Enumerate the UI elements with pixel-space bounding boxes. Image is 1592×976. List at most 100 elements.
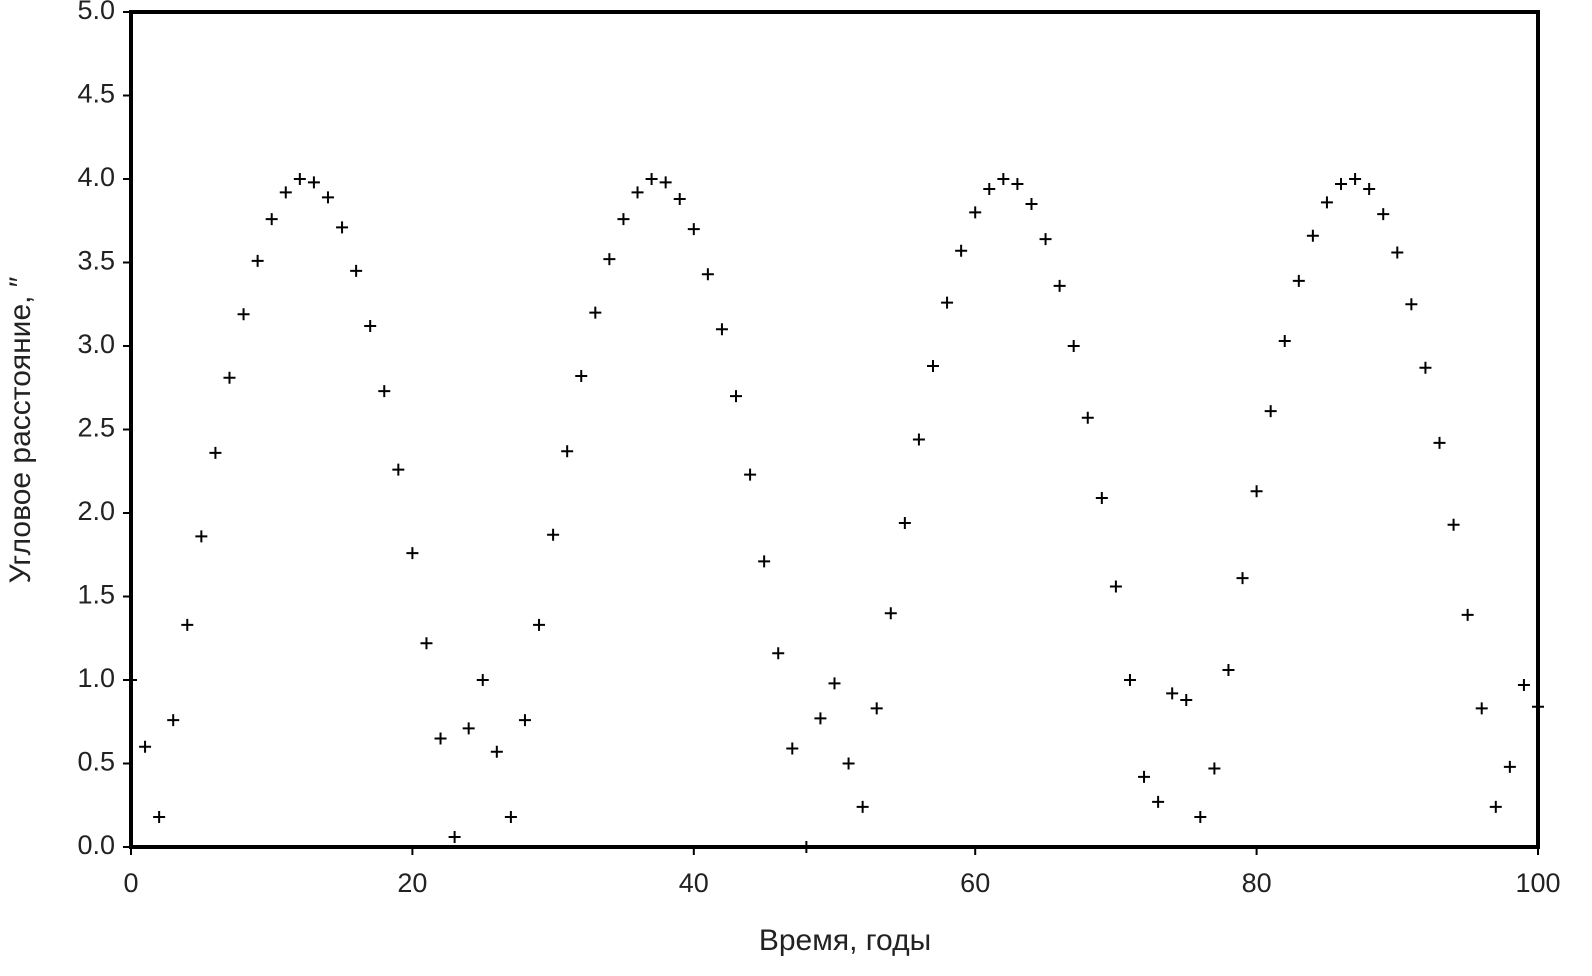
data-point	[955, 244, 968, 257]
data-point	[673, 193, 686, 206]
data-point	[730, 390, 743, 403]
data-point	[504, 810, 517, 823]
data-point	[1208, 762, 1221, 775]
data-point	[406, 547, 419, 560]
data-point	[575, 370, 588, 383]
data-point	[392, 463, 405, 476]
data-point	[715, 323, 728, 336]
data-point	[842, 757, 855, 770]
data-point	[1152, 795, 1165, 808]
data-point	[125, 674, 137, 686]
x-tick-label: 20	[397, 868, 427, 898]
data-point	[1306, 229, 1319, 242]
data-point	[1109, 580, 1122, 593]
data-point	[1123, 674, 1136, 686]
data-point	[321, 191, 334, 204]
data-point	[1349, 173, 1362, 185]
data-point	[364, 319, 377, 332]
data-point	[701, 268, 714, 281]
y-tick-label: 1.0	[77, 663, 115, 693]
data-point	[786, 742, 799, 755]
data-point	[1461, 608, 1474, 621]
data-point	[293, 173, 306, 185]
data-point	[561, 445, 574, 458]
data-point	[139, 740, 152, 753]
data-point	[1095, 491, 1108, 504]
data-point	[1138, 770, 1151, 783]
data-point	[420, 637, 433, 650]
data-point	[153, 810, 166, 823]
data-point	[1447, 518, 1460, 531]
data-point	[1264, 405, 1277, 418]
data-point	[1475, 702, 1488, 715]
data-point	[1391, 246, 1404, 259]
data-point	[1320, 196, 1333, 209]
data-point	[1335, 178, 1348, 191]
y-tick-label: 4.0	[77, 162, 115, 192]
x-axis-label: Время, годы	[759, 924, 931, 957]
data-point	[941, 296, 954, 309]
data-point	[589, 306, 602, 319]
data-point	[223, 371, 236, 384]
data-point	[856, 800, 869, 813]
data-point	[251, 254, 264, 267]
data-point	[1292, 274, 1305, 287]
data-point	[336, 221, 349, 234]
data-point	[209, 446, 222, 459]
data-point	[350, 264, 363, 277]
data-point	[490, 745, 503, 758]
y-tick-label: 0.0	[77, 830, 115, 860]
data-point	[1067, 340, 1080, 352]
data-point	[772, 647, 785, 660]
data-point	[1180, 694, 1193, 707]
data-point	[476, 674, 489, 686]
data-point	[434, 732, 447, 745]
data-point	[195, 530, 208, 543]
y-axis-label: Угловое расстояние, ″	[4, 276, 37, 583]
data-point	[1419, 361, 1432, 374]
data-point	[378, 385, 391, 398]
data-point	[687, 223, 700, 236]
data-point	[547, 528, 560, 541]
y-tick-label: 2.5	[77, 413, 115, 443]
data-point	[983, 183, 996, 196]
data-point	[744, 468, 757, 481]
data-point	[1081, 411, 1094, 424]
data-point	[870, 702, 883, 715]
data-point	[603, 253, 616, 266]
data-point	[912, 433, 925, 446]
y-tick-label: 0.5	[77, 747, 115, 777]
data-point	[1053, 279, 1066, 292]
data-point	[167, 714, 180, 727]
data-point	[462, 722, 475, 735]
data-point	[1532, 700, 1544, 713]
data-point	[645, 173, 658, 185]
data-point	[1405, 298, 1418, 311]
data-point	[1503, 760, 1516, 773]
data-point	[997, 173, 1010, 185]
x-tick-label: 80	[1242, 868, 1272, 898]
x-tick-label: 100	[1515, 868, 1560, 898]
data-point	[237, 308, 250, 321]
y-tick-label: 5.0	[77, 0, 115, 25]
data-point	[1166, 687, 1179, 700]
data-point	[800, 841, 813, 853]
data-point	[1517, 679, 1530, 692]
data-point	[969, 206, 982, 219]
x-tick-label: 0	[123, 868, 138, 898]
y-tick-label: 2.0	[77, 496, 115, 526]
y-tick-label: 4.5	[77, 79, 115, 109]
data-point	[898, 517, 911, 530]
y-tick-label: 3.0	[77, 329, 115, 359]
data-point	[1025, 198, 1038, 211]
data-point	[1489, 800, 1502, 813]
x-tick-label: 40	[679, 868, 709, 898]
data-point	[265, 213, 278, 226]
data-point	[659, 176, 672, 189]
plot-frame	[129, 10, 1540, 849]
data-point	[758, 555, 771, 568]
data-point	[884, 607, 897, 620]
data-point	[1433, 436, 1446, 449]
